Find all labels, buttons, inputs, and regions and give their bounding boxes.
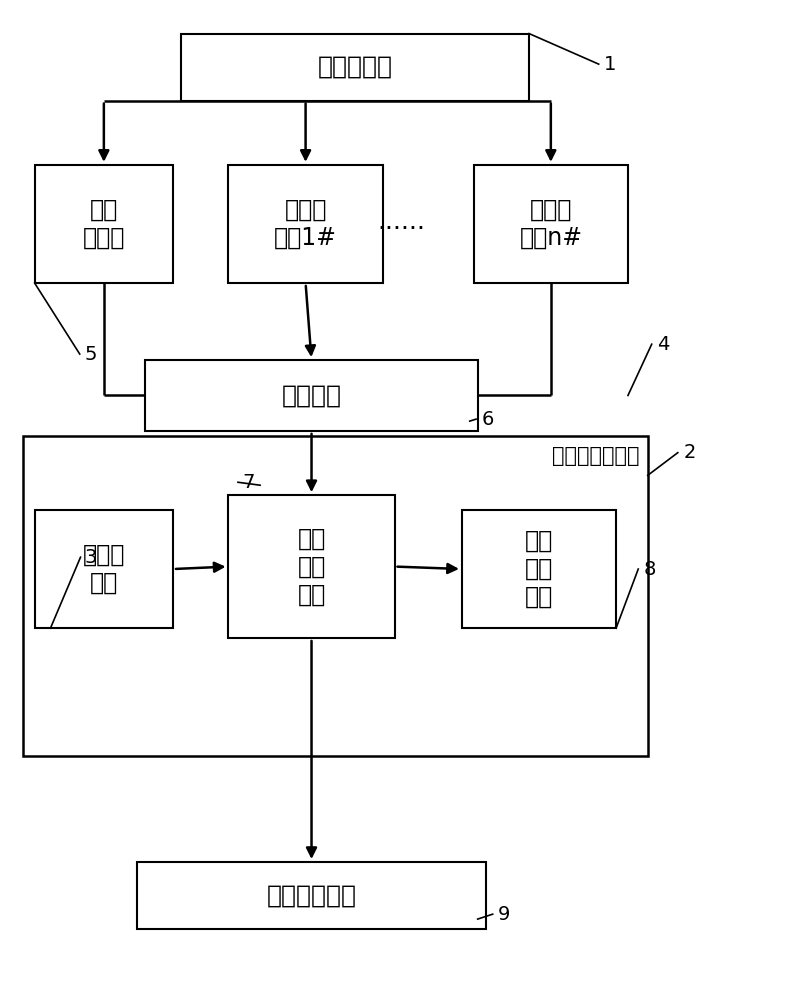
Text: 7: 7: [242, 473, 255, 492]
Text: 无线
网关
节点: 无线 网关 节点: [297, 527, 326, 606]
Text: 高度
传感器: 高度 传感器: [83, 198, 125, 250]
Text: 自动
旋转
底座: 自动 旋转 底座: [525, 529, 553, 609]
Text: 4: 4: [657, 335, 670, 354]
Bar: [35, 165, 173, 283]
Text: 温度传
感器n#: 温度传 感器n#: [519, 198, 582, 250]
Bar: [35, 510, 173, 628]
Bar: [473, 165, 628, 283]
Text: 8: 8: [644, 560, 656, 579]
Text: 6: 6: [481, 410, 494, 429]
Bar: [229, 495, 394, 638]
Text: 数据处理单元: 数据处理单元: [266, 883, 357, 907]
Text: 温度传
感器1#: 温度传 感器1#: [275, 198, 337, 250]
Bar: [181, 34, 529, 101]
Text: 3: 3: [85, 548, 97, 567]
Bar: [23, 436, 648, 756]
Text: 5: 5: [85, 345, 97, 364]
Text: 汇聚节点: 汇聚节点: [282, 383, 341, 407]
Text: 热成像
单元: 热成像 单元: [83, 543, 125, 595]
Text: 作业机器人: 作业机器人: [317, 55, 393, 79]
Bar: [146, 360, 477, 431]
Text: 9: 9: [497, 905, 510, 924]
Text: 热成像监测装置: 热成像监测装置: [552, 446, 640, 466]
Bar: [229, 165, 382, 283]
Bar: [138, 862, 485, 929]
Text: 2: 2: [683, 443, 696, 462]
Bar: [462, 510, 616, 628]
Text: ......: ......: [377, 210, 425, 234]
Text: 1: 1: [605, 55, 617, 74]
